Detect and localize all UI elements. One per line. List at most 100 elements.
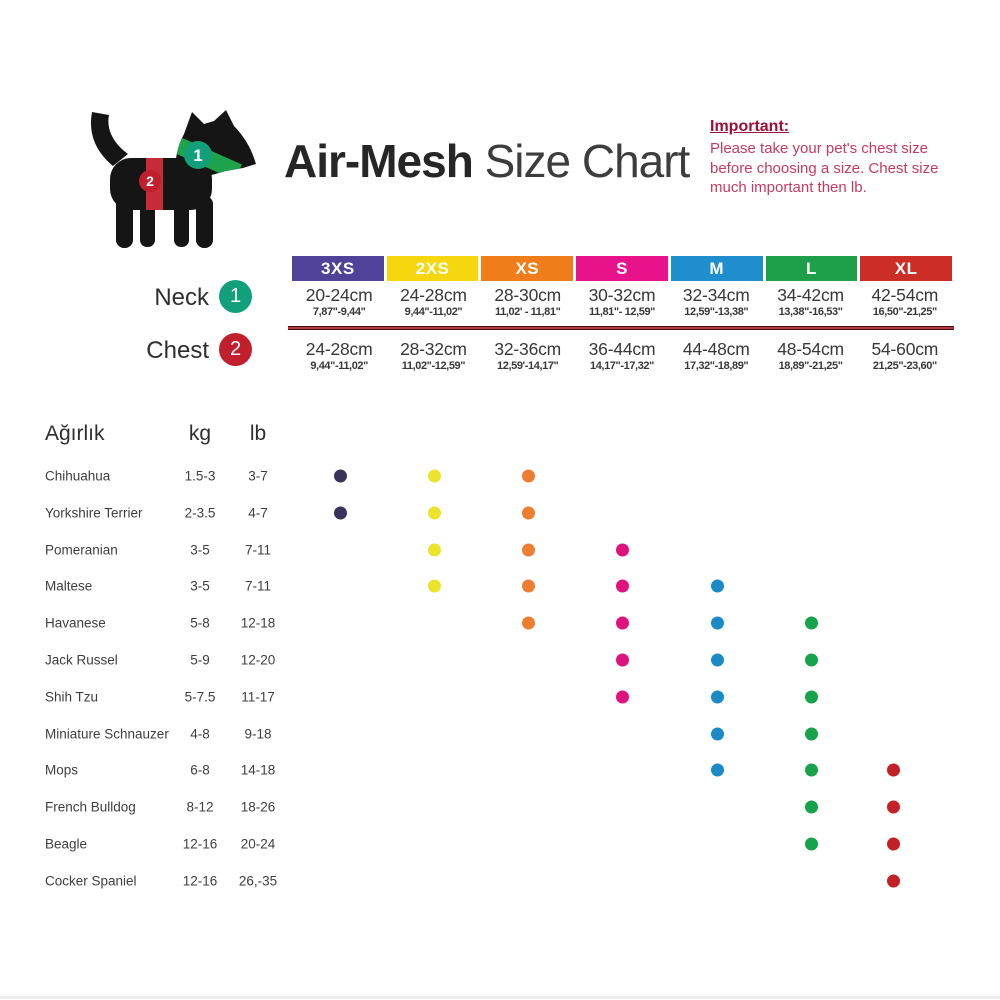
neck-cm-value: 34-42cm <box>777 285 844 305</box>
neck-range-m: 32-34cm 12,59"-13,38" <box>669 285 763 319</box>
important-note-line: Please take your pet's chest size <box>710 140 928 157</box>
chest-cm-value: 24-28cm <box>305 339 373 359</box>
bottom-rule <box>0 996 1000 999</box>
breed-lb: 7-11 <box>244 542 272 558</box>
breed-row: Mops 6-8 14-18 <box>0 756 1000 784</box>
neck-cm-value: 20-24cm <box>305 285 373 305</box>
size-dot-l <box>804 690 818 704</box>
neck-inch-value: 9,44"-11,02" <box>404 306 463 318</box>
breed-lb: 4-7 <box>248 505 268 521</box>
neck-cm-value: 32-34cm <box>682 285 750 305</box>
neck-cm-value: 42-54cm <box>871 285 939 305</box>
size-label: L <box>806 258 817 278</box>
breed-row: Chihuahua 1.5-3 3-7 <box>0 462 1000 490</box>
breed-row: Cocker Spaniel 12-16 26,-35 <box>0 867 1000 895</box>
size-dot-xs <box>521 579 535 593</box>
size-dot-m <box>710 579 724 593</box>
size-header-m: M <box>670 256 763 281</box>
chest-inch-value: 18,89"-21,25" <box>778 360 843 372</box>
breed-lb: 20-24 <box>240 836 276 852</box>
size-header-2xs: 2XS <box>386 256 479 281</box>
size-dot-xs <box>521 616 535 630</box>
size-header-xl: XL <box>860 256 953 281</box>
chest-badge: 2 <box>219 333 252 366</box>
size-dot-xl <box>886 874 900 888</box>
size-dot-m <box>710 653 724 667</box>
chest-range-2xs: 28-32cm 11,02"-12,59" <box>386 339 480 373</box>
breed-name: Chihuahua <box>45 468 111 484</box>
size-dot-s <box>615 653 629 667</box>
size-dot-2xs <box>427 543 441 557</box>
size-dot-l <box>804 800 818 814</box>
chest-badge-number: 2 <box>229 338 242 360</box>
breed-kg: 1.5-3 <box>184 468 216 484</box>
size-dot-xl <box>886 800 900 814</box>
neck-inch-value: 12,59"-13,38" <box>684 306 749 318</box>
kg-column-header: kg <box>188 422 212 445</box>
size-dot-l <box>804 653 818 667</box>
chest-range-xs: 32-36cm 12,59'-14,17" <box>481 339 575 373</box>
size-dot-3xs <box>333 469 347 483</box>
size-dot-m <box>710 616 724 630</box>
size-dot-m <box>710 763 724 777</box>
neck-row-label: Neck <box>154 284 209 311</box>
size-dot-l <box>804 837 818 851</box>
chest-cm-value: 36-44cm <box>588 339 656 359</box>
important-note-line: before choosing a size. Chest size <box>710 159 939 177</box>
neck-cm-value: 28-30cm <box>494 285 562 305</box>
breed-name: Cocker Spaniel <box>45 873 137 889</box>
size-dot-l <box>804 727 818 741</box>
important-note-line: much important then lb. <box>710 179 867 196</box>
size-label: 2XS <box>415 258 450 278</box>
chest-range-l: 48-54cm 18,89"-21,25" <box>763 339 857 373</box>
chest-inch-value: 14,17"-17,32" <box>590 360 654 372</box>
neck-cm-value: 24-28cm <box>400 285 467 305</box>
breed-row: Beagle 12-16 20-24 <box>0 830 1000 858</box>
breed-lb: 3-7 <box>248 468 268 484</box>
size-dot-3xs <box>333 506 347 520</box>
size-dot-2xs <box>427 579 441 593</box>
breed-name: Pomeranian <box>45 542 118 558</box>
chest-inch-value: 11,02"-12,59" <box>401 360 466 372</box>
neck-cm-value: 30-32cm <box>588 285 656 305</box>
neck-range-2xs: 24-28cm 9,44"-11,02" <box>386 285 480 319</box>
size-header-row: 3XS 2XS XS S M L XL <box>292 256 953 281</box>
breed-lb: 26,-35 <box>238 873 278 889</box>
breed-lb: 14-18 <box>240 762 276 778</box>
neck-values-row: 20-24cm 7,87"-9,44" 24-28cm 9,44"-11,02" 28-… <box>292 285 952 319</box>
breed-lb: 7-11 <box>244 578 272 594</box>
section-divider <box>288 326 954 330</box>
size-header-s: S <box>576 256 668 281</box>
important-note-title: Important: <box>710 118 790 135</box>
size-header-3xs: 3XS <box>292 256 384 281</box>
breed-kg: 4-8 <box>190 726 210 742</box>
size-label: XS <box>515 258 540 278</box>
breed-kg: 6-8 <box>190 762 210 778</box>
breed-name: Shih Tzu <box>45 689 99 705</box>
chest-inch-value: 17,32"-18,89" <box>684 360 749 372</box>
chest-number-badge <box>139 170 161 192</box>
breed-kg: 8-12 <box>186 799 214 815</box>
breed-kg: 5-8 <box>190 615 210 631</box>
breed-kg: 3-5 <box>190 578 210 594</box>
breed-row: Jack Russel 5-9 12-20 <box>0 646 1000 674</box>
breed-row: Yorkshire Terrier 2-3.5 4-7 <box>0 499 1000 527</box>
size-dot-l <box>804 616 818 630</box>
size-dot-2xs <box>427 469 441 483</box>
size-dot-s <box>615 579 629 593</box>
breed-lb: 12-18 <box>240 615 276 631</box>
size-dot-xs <box>521 506 535 520</box>
neck-range-xl: 42-54cm 16,50"-21,25" <box>858 285 952 319</box>
size-dot-2xs <box>427 506 441 520</box>
breed-name: Beagle <box>45 836 88 852</box>
size-dot-m <box>710 727 724 741</box>
breed-row: Miniature Schnauzer 4-8 9-18 <box>0 720 1000 748</box>
breed-column-header: Ağırlık <box>45 422 105 445</box>
neck-inch-value: 16,50"-21,25" <box>872 306 937 318</box>
chest-range-3xs: 24-28cm 9,44"-11,02" <box>292 339 386 373</box>
breed-lb: 11-17 <box>241 689 275 705</box>
breed-name: Jack Russel <box>45 652 118 668</box>
size-label: S <box>616 258 628 278</box>
neck-badge-number: 1 <box>229 285 242 307</box>
